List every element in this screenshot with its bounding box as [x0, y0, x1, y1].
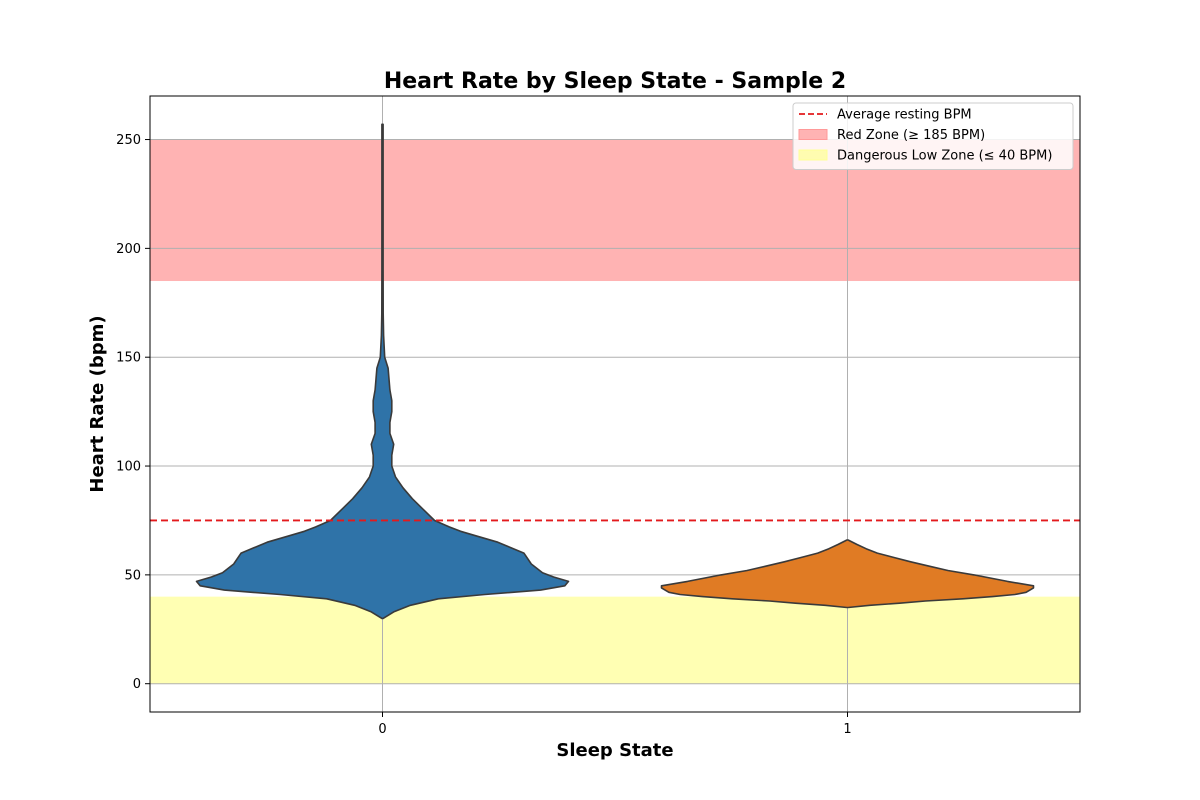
- y-axis-ticks: 0 50 100 150 200 250: [116, 133, 150, 692]
- violin-1: [660, 539, 1035, 609]
- plot-frame: [149, 95, 1081, 713]
- y-tick-label-50: 50: [124, 568, 141, 583]
- legend: Average resting BPM Red Zone (≥ 185 BPM) D…: [792, 102, 1074, 170]
- y-tick-label-150: 150: [116, 351, 141, 366]
- legend-label-2: Dangerous Low Zone (≤ 40 BPM): [837, 149, 1052, 164]
- y-axis-label: Heart Rate (bpm): [87, 315, 108, 492]
- violins: [195, 123, 1035, 620]
- plot-area: [150, 96, 1080, 712]
- x-tick-label-0: 0: [378, 722, 386, 737]
- y-tick-label-100: 100: [116, 460, 141, 475]
- y-tick-label-200: 200: [116, 242, 141, 257]
- y-tick-label-0: 0: [133, 677, 141, 692]
- y-tick-label-250: 250: [116, 133, 141, 148]
- x-tick-label-1: 1: [843, 722, 851, 737]
- zone-bands: [150, 139, 1080, 684]
- zone-band-1: [150, 596, 1080, 684]
- legend-label-1: Red Zone (≥ 185 BPM): [837, 128, 985, 143]
- legend-swatch-1: [798, 129, 828, 140]
- violin-0: [195, 123, 570, 620]
- legend-swatch-2: [798, 149, 828, 161]
- legend-box: [792, 102, 1074, 170]
- chart-title: Heart Rate by Sleep State - Sample 2: [384, 69, 846, 94]
- legend-label-0: Average resting BPM: [837, 108, 972, 123]
- x-axis-label: Sleep State: [556, 740, 673, 761]
